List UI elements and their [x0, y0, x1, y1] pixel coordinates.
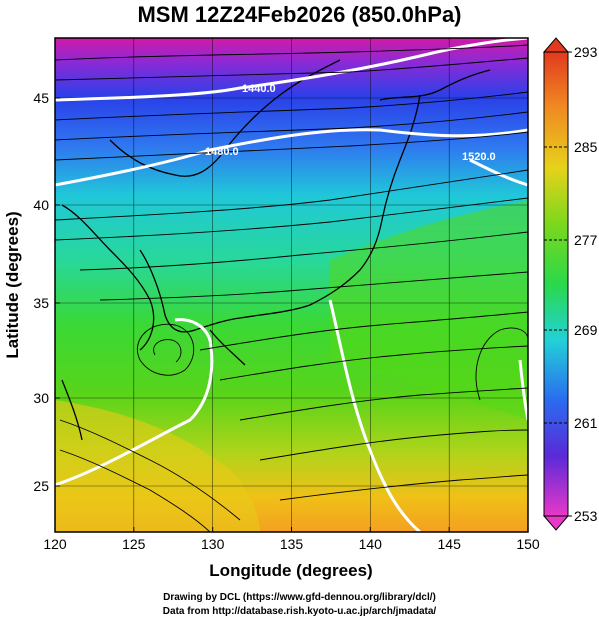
credit-data: Data from http://database.rish.kyoto-u.a…: [162, 606, 437, 617]
y-tick-label: 35: [33, 295, 49, 311]
y-tick-label: 30: [33, 390, 49, 406]
colorbar-tick-label: 269: [574, 322, 598, 338]
x-tick-label: 130: [201, 536, 225, 552]
colorbar-tick-label: 293: [574, 44, 598, 60]
y-tick-label: 25: [33, 478, 49, 494]
chart-title: MSM 12Z24Feb2026 (850.0hPa): [137, 2, 462, 27]
colorbar-bottom-arrow: [542, 515, 570, 531]
colorbar-tick-label: 277: [574, 232, 598, 248]
x-tick-label: 145: [438, 536, 462, 552]
map-plot-area: [55, 38, 528, 532]
colorbar-tick-label: 253: [574, 508, 598, 524]
x-tick-label: 125: [122, 536, 146, 552]
contour-label: 1480.0: [205, 146, 239, 158]
contour-label: 1440.0: [242, 83, 276, 95]
x-axis: 120 125 130 135 140 145 150 Longitude (d…: [43, 527, 540, 580]
x-tick-label: 140: [359, 536, 383, 552]
y-axis: 25 30 35 40 45 Latitude (degrees): [3, 90, 60, 494]
colorbar: 293 285 277 269 261 253: [542, 37, 598, 531]
x-tick-label: 150: [516, 536, 540, 552]
y-tick-label: 45: [33, 90, 49, 106]
colorbar-tick-label: 285: [574, 139, 598, 155]
y-tick-label: 40: [33, 197, 49, 213]
height-contours: [55, 38, 528, 532]
contour-label: 1520.0: [462, 151, 496, 163]
colorbar-tick-label: 261: [574, 415, 598, 431]
x-tick-label: 120: [43, 536, 67, 552]
x-axis-title: Longitude (degrees): [209, 561, 372, 580]
credit-drawing: Drawing by DCL (https://www.gfd-dennou.o…: [163, 592, 436, 603]
colorbar-top-arrow: [542, 37, 570, 53]
x-tick-label: 135: [280, 536, 304, 552]
y-axis-title: Latitude (degrees): [3, 211, 22, 358]
streamlines: [55, 44, 528, 532]
coastlines: [61, 59, 491, 441]
